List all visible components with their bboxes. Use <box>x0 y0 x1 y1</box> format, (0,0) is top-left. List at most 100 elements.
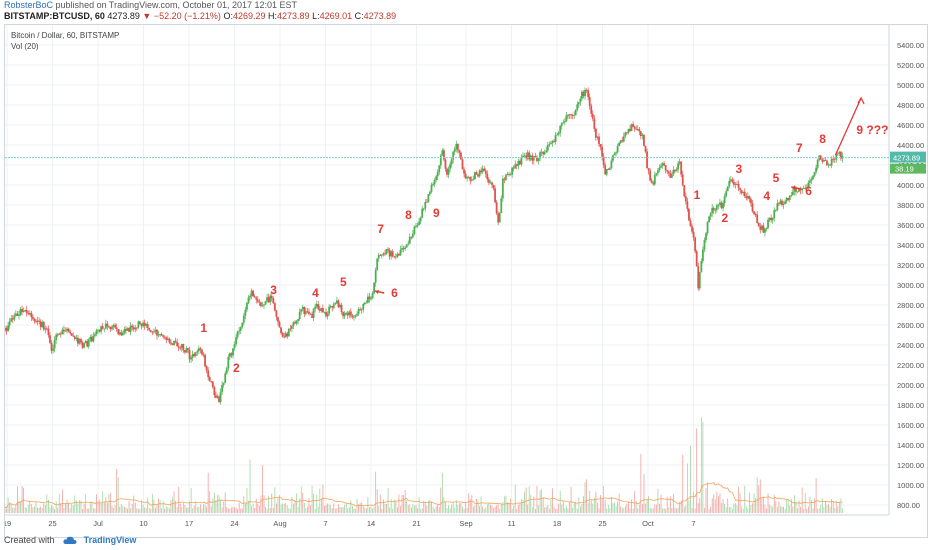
wave-label: 1 <box>200 321 207 335</box>
candle-body <box>75 337 78 339</box>
candle-body <box>154 329 157 332</box>
candle-body <box>118 332 121 335</box>
candle-body <box>835 153 838 160</box>
candle-body <box>42 321 45 330</box>
candle-body <box>777 203 780 205</box>
candle-body <box>249 295 251 298</box>
x-tick-label: 14 <box>367 519 375 528</box>
candle-body <box>396 254 399 257</box>
x-tick-label: 10 <box>139 519 147 528</box>
candle-body <box>146 324 149 328</box>
candle-body <box>728 180 731 187</box>
candle-body <box>185 348 188 353</box>
candle-body <box>69 331 72 334</box>
candle-body <box>782 203 785 205</box>
candle-body <box>536 157 538 161</box>
candle-body <box>134 327 137 330</box>
candle-body <box>76 337 79 344</box>
candle-body <box>670 174 673 178</box>
candle-body <box>630 124 633 132</box>
candle-body <box>674 169 676 172</box>
volume-bars <box>5 417 843 513</box>
candle-body <box>746 196 749 199</box>
candle-body <box>787 197 790 200</box>
candle-body <box>711 207 714 214</box>
price-chart[interactable]: 5400.005200.005000.004800.004600.004400.… <box>5 25 927 537</box>
candle-body <box>159 334 161 335</box>
candle-body <box>508 174 510 175</box>
author-link[interactable]: RobsterBoC <box>4 0 54 10</box>
candle-body <box>511 167 514 175</box>
candle-body <box>460 152 462 160</box>
candle-body <box>532 156 535 161</box>
candle-body <box>50 342 53 351</box>
candle-body <box>726 186 729 192</box>
candle-body <box>626 132 628 134</box>
candle-body <box>672 169 675 175</box>
candle-body <box>283 336 286 338</box>
wave-label: 7 <box>377 222 384 236</box>
candle-body <box>512 167 515 169</box>
down-arrow-icon: ▼ <box>142 11 152 21</box>
candle-body <box>622 136 625 142</box>
tradingview-brand[interactable]: TradingView <box>83 535 137 545</box>
candle-body <box>684 196 687 202</box>
candle-body <box>604 165 607 175</box>
close-value: 4273.89 <box>363 11 397 21</box>
y-tick-label: 1000.00 <box>897 481 924 490</box>
candle-body <box>812 175 814 180</box>
wave-label: 9 <box>433 206 440 220</box>
candle-body <box>45 328 48 330</box>
candle-body <box>537 158 540 161</box>
candle-body <box>557 132 560 135</box>
candle-body <box>416 225 419 227</box>
candle-body <box>449 164 452 169</box>
candle-body <box>441 150 444 156</box>
candle-body <box>809 180 811 183</box>
candle-body <box>545 150 548 153</box>
candle-body <box>694 237 697 252</box>
candle-body <box>795 188 797 192</box>
candle-body <box>137 321 140 328</box>
candle-body <box>683 185 686 197</box>
candle-body <box>599 144 602 147</box>
candle-body <box>776 203 779 211</box>
y-tick-label: 1600.00 <box>897 421 924 430</box>
candle-body <box>16 313 19 316</box>
wave-label: 3 <box>735 162 742 176</box>
candle-body <box>717 204 720 206</box>
candles <box>5 87 844 405</box>
candle-body <box>215 395 217 398</box>
candle-body <box>143 322 146 326</box>
candle-body <box>81 342 84 348</box>
candle-body <box>518 161 521 165</box>
candle-body <box>66 328 68 331</box>
candle-body <box>567 115 569 117</box>
wave-label: 6 <box>391 286 398 300</box>
candle-body <box>418 221 420 226</box>
low-label: L: <box>312 11 320 21</box>
candle-body <box>821 159 824 162</box>
candle-body <box>503 178 506 180</box>
candle-body <box>832 158 835 160</box>
symbol-name: BITSTAMP:BTCUSD, 60 <box>4 11 105 21</box>
candle-body <box>87 339 90 347</box>
candle-body <box>205 366 208 371</box>
candle-body <box>466 177 469 179</box>
candle-body <box>241 322 244 328</box>
candle-body <box>239 327 242 331</box>
candle-body <box>467 176 470 178</box>
candle-body <box>97 329 99 331</box>
candle-body <box>342 312 344 317</box>
candle-body <box>788 195 791 200</box>
candle-body <box>111 326 113 330</box>
candle-body <box>320 307 323 311</box>
candle-body <box>103 328 106 330</box>
candle-body <box>374 270 377 283</box>
candle-body <box>376 258 379 271</box>
candle-body <box>799 188 802 191</box>
candle-body <box>308 311 310 314</box>
candle-body <box>638 129 641 132</box>
candle-body <box>47 328 50 336</box>
y-tick-label: 3400.00 <box>897 241 924 250</box>
